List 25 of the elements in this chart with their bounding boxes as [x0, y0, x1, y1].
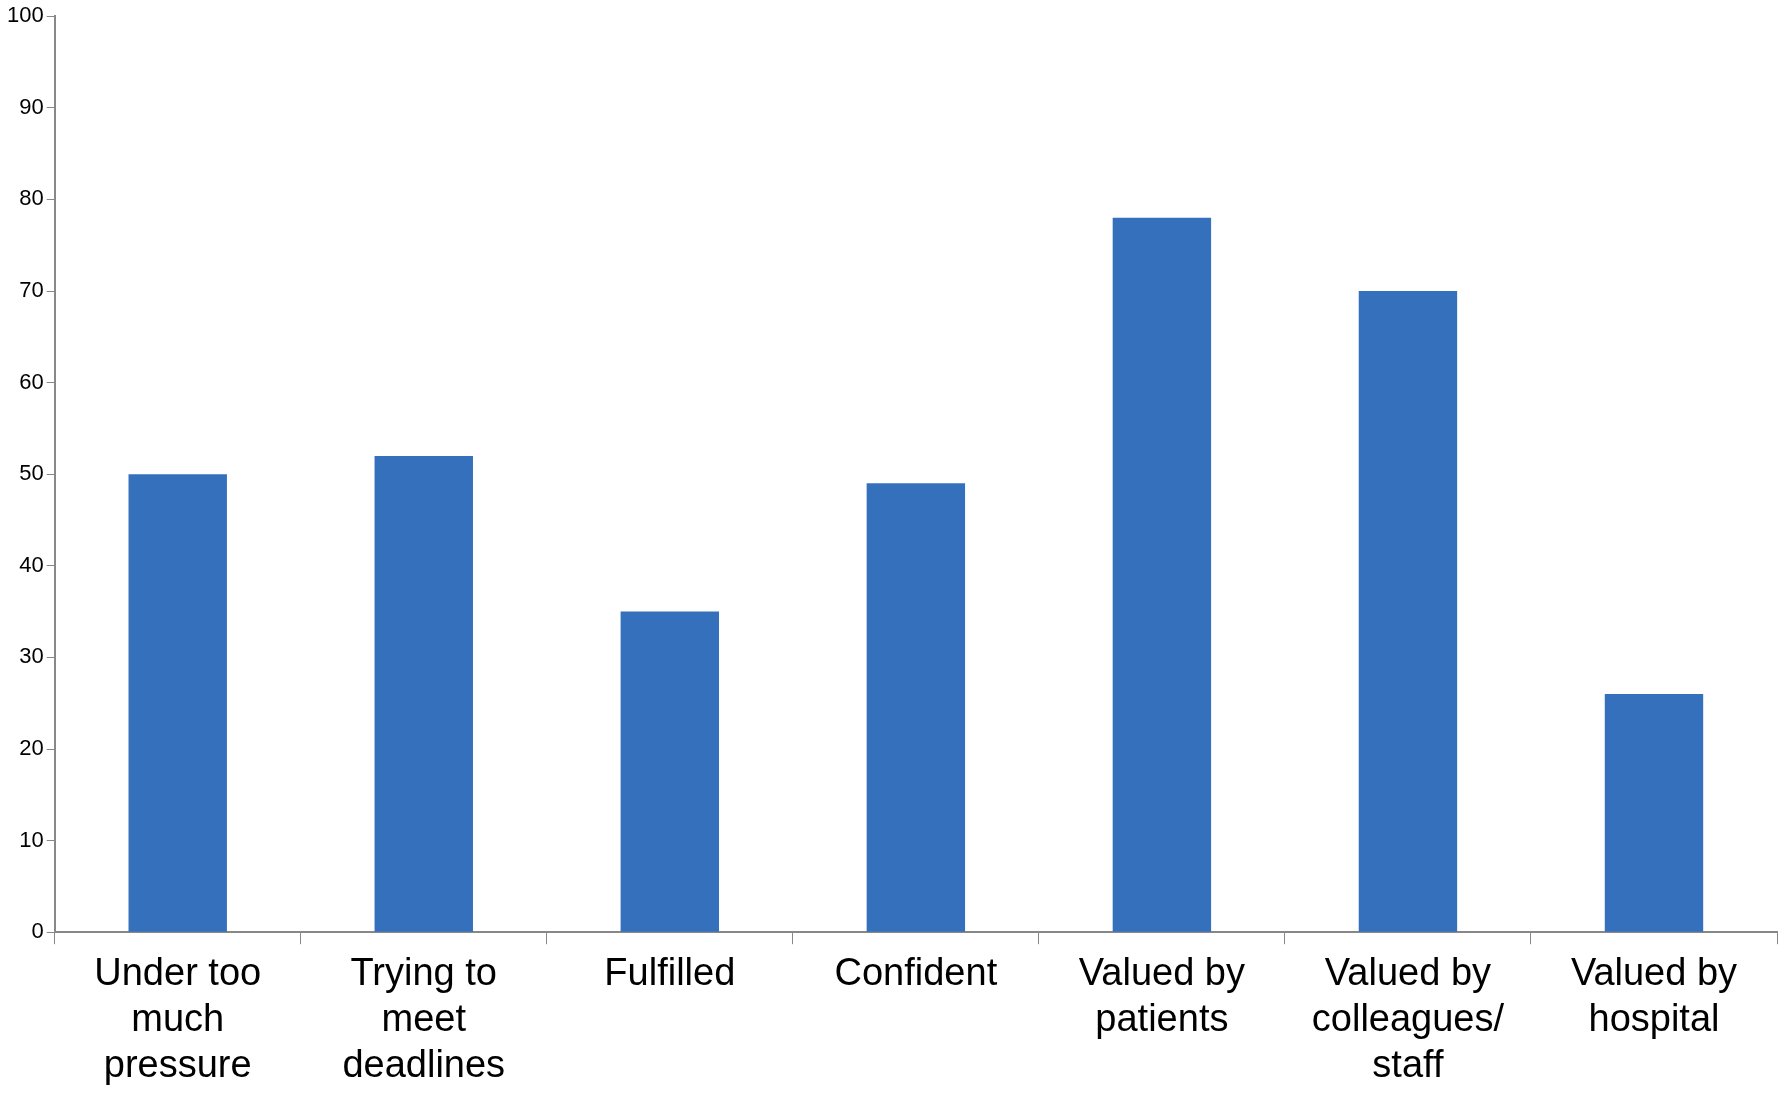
x-tick-label: Trying to meet deadlines: [342, 951, 506, 1085]
x-tick-label: Valued by colleagues/ staff: [1311, 951, 1505, 1085]
y-tick-label: 70: [19, 277, 44, 303]
y-tick-label: 80: [19, 185, 44, 211]
bar: [620, 611, 720, 932]
x-tick-label: Under too much pressure: [94, 951, 262, 1085]
x-tick-label: Confident: [834, 951, 998, 994]
y-tick-label: 30: [19, 643, 44, 669]
bar: [1358, 291, 1458, 932]
bar: [128, 474, 227, 932]
y-tick-label: 60: [19, 368, 44, 394]
y-tick-label: 0: [31, 918, 44, 944]
y-tick-label: 50: [19, 460, 44, 486]
y-tick-label: 20: [19, 735, 44, 761]
y-tick-label: 10: [19, 826, 44, 852]
y-tick-label: 90: [19, 93, 44, 119]
bar: [1604, 694, 1704, 932]
bar: [374, 455, 473, 932]
y-tick-label: 40: [19, 551, 44, 577]
y-tick-label: 100: [6, 2, 44, 28]
x-tick-label: Valued by hospital: [1570, 951, 1738, 1040]
bar: [866, 483, 966, 932]
x-tick-label: Valued by patients: [1078, 951, 1245, 1040]
x-tick-label: Fulfilled: [604, 951, 736, 994]
bar: [1112, 217, 1212, 932]
